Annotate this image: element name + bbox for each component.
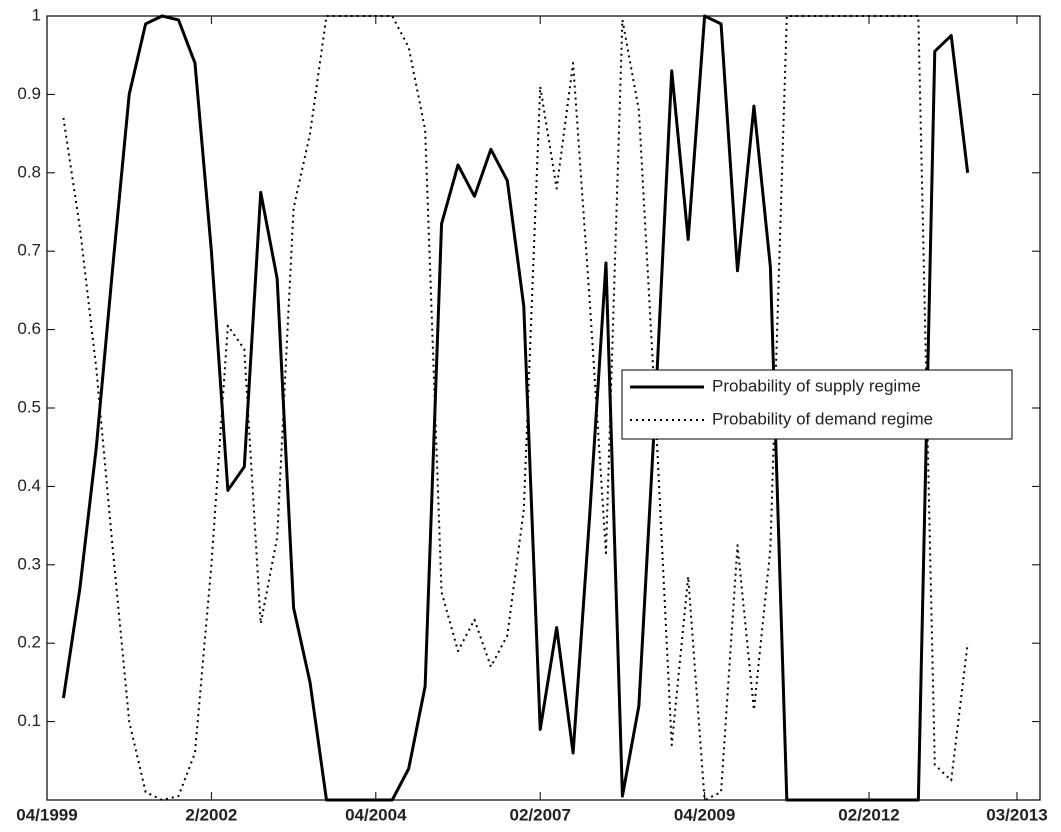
y-tick-label: 0.8 bbox=[17, 162, 41, 181]
y-tick-label: 0.5 bbox=[17, 397, 41, 416]
y-tick-label: 0.1 bbox=[17, 711, 41, 730]
y-tick-label: 0.7 bbox=[17, 241, 41, 260]
x-tick-label: 04/2004 bbox=[345, 805, 407, 824]
x-tick-label: 02/2007 bbox=[509, 805, 570, 824]
legend-label: Probability of demand regime bbox=[712, 409, 933, 428]
y-tick-label: 1 bbox=[32, 5, 41, 24]
y-tick-label: 0.6 bbox=[17, 319, 41, 338]
y-tick-label: 0.4 bbox=[17, 476, 41, 495]
series-line bbox=[61, 14, 970, 802]
x-tick-label: 03/2013 bbox=[986, 805, 1047, 824]
x-tick-label: 04/1999 bbox=[16, 805, 77, 824]
y-tick-label: 0.2 bbox=[17, 633, 41, 652]
x-tick-label: 02/2012 bbox=[838, 805, 899, 824]
legend-label: Probability of supply regime bbox=[712, 376, 921, 395]
y-tick-label: 0.3 bbox=[17, 554, 41, 573]
x-tick-label: 04/2009 bbox=[674, 805, 735, 824]
y-tick-label: 0.9 bbox=[17, 84, 41, 103]
legend-box bbox=[621, 369, 1013, 440]
x-tick-label: 2/2002 bbox=[185, 805, 237, 824]
